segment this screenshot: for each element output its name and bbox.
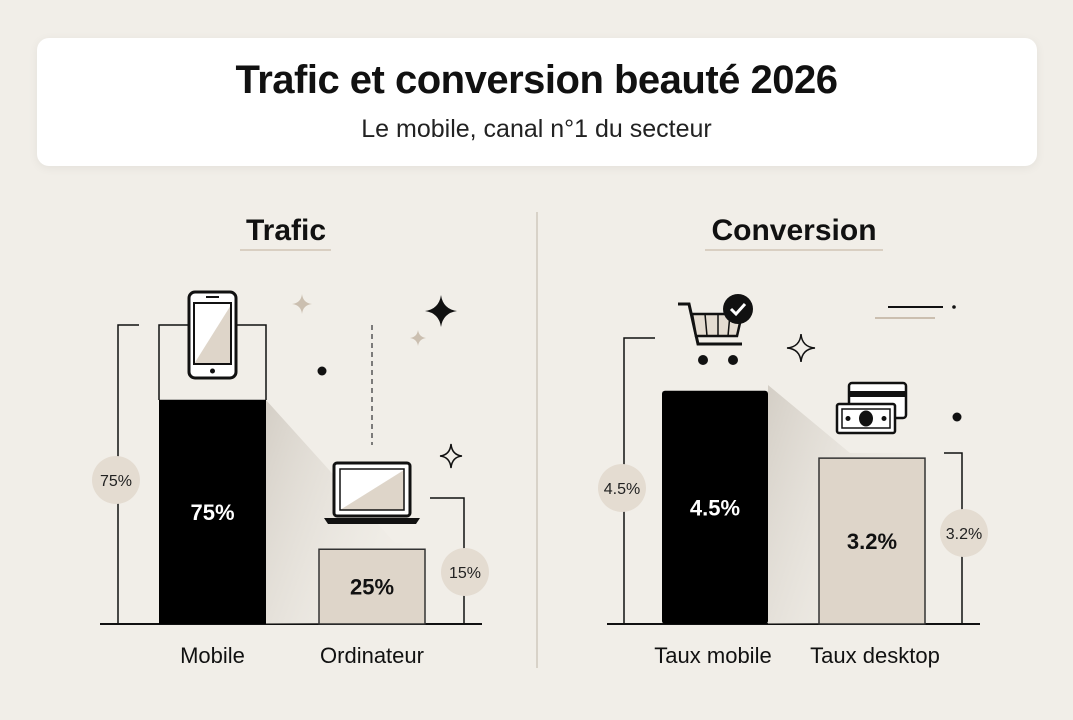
conversion-right-bubble-label: 3.2% — [946, 526, 982, 543]
trafic-category-ordinateur: Ordinateur — [320, 643, 424, 668]
trafic-left-bracket — [117, 324, 139, 624]
conversion-category-desktop: Taux desktop — [810, 643, 940, 668]
conversion-bar-desktop — [818, 457, 926, 625]
decorative-dot — [952, 305, 956, 309]
smartphone-icon — [187, 290, 238, 380]
conversion-value-label-mobile: 4.5% — [690, 495, 740, 520]
trafic-panel-title: Trafic — [246, 214, 326, 247]
trafic-value-label-mobile: 75% — [190, 500, 234, 525]
shopping-cart-check-icon — [678, 294, 753, 365]
conversion-left-bubble — [598, 464, 646, 512]
trafic-left-bubble — [92, 456, 140, 504]
sparkle-icon — [786, 333, 816, 363]
decorative-dot — [952, 412, 962, 422]
sparkle-icon — [425, 295, 457, 327]
trafic-bar-mobile — [159, 399, 266, 624]
sparkle-icon — [292, 294, 312, 314]
sparkle-icon — [439, 443, 463, 469]
trafic-bar-ordinateur — [318, 548, 426, 625]
payment-cards-icon — [835, 381, 908, 435]
decorative-dot — [317, 366, 327, 376]
header-card — [37, 38, 1037, 166]
conversion-right-bubble — [940, 509, 988, 557]
conversion-left-bubble-label: 4.5% — [604, 481, 640, 498]
conversion-panel-title: Conversion — [711, 214, 876, 247]
page-subtitle: Le mobile, canal n°1 du secteur — [361, 115, 712, 143]
conversion-category-mobile: Taux mobile — [654, 643, 771, 668]
trafic-left-bubble-label: 75% — [100, 473, 132, 490]
trafic-category-mobile: Mobile — [180, 643, 245, 668]
trafic-value-label-ordinateur: 25% — [350, 575, 394, 600]
conversion-bar-mobile — [662, 390, 768, 624]
sparkle-icon — [410, 330, 426, 346]
trafic-right-bubble — [441, 548, 489, 596]
conversion-left-bracket — [623, 337, 655, 624]
page-title: Trafic et conversion beauté 2026 — [235, 58, 838, 102]
trafic-right-bubble-label: 15% — [449, 565, 481, 582]
laptop-icon — [324, 461, 420, 524]
conversion-value-label-desktop: 3.2% — [847, 529, 897, 554]
conversion-right-bracket — [944, 452, 963, 624]
